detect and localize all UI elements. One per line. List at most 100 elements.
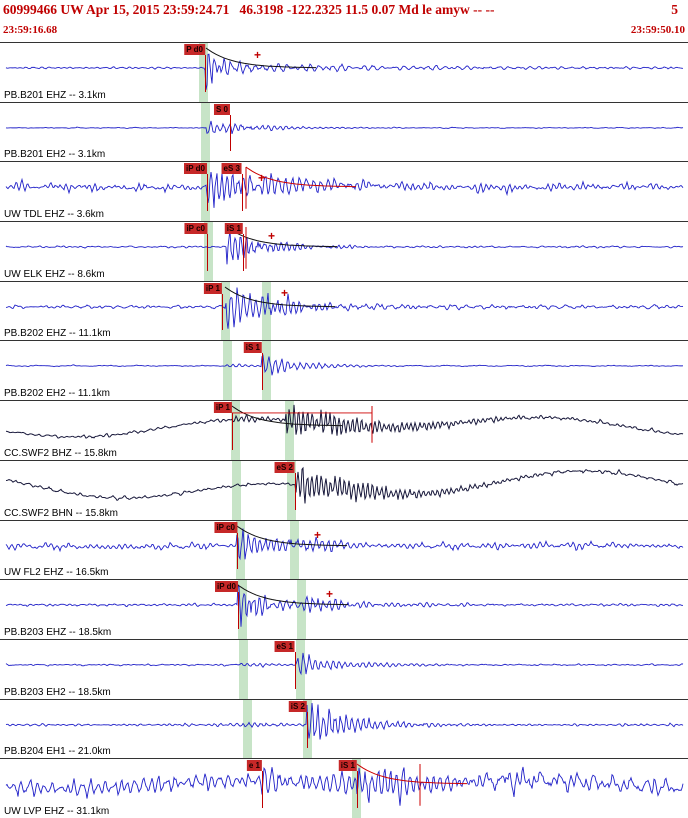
amplitude-pick-cross[interactable]: + <box>326 587 334 602</box>
predicted-window-band <box>201 162 210 222</box>
trace-label: UW TDL EHZ -- 3.6km <box>4 209 105 221</box>
pick-flag[interactable]: iS 1 <box>243 342 262 354</box>
trace-label: PB.B201 EH2 -- 3.1km <box>4 149 106 161</box>
trace-row[interactable]: UW ELK EHZ -- 8.6km iP c0 iS 1 + <box>0 222 688 282</box>
coda-decay-curve <box>245 166 356 188</box>
pick-time-line[interactable] <box>238 592 239 629</box>
trace-label: PB.B202 EH2 -- 11.1km <box>4 388 110 400</box>
pick-flag[interactable]: iS 1 <box>224 223 243 235</box>
waveform <box>5 404 684 443</box>
pick-flag[interactable]: eS 3 <box>221 163 242 175</box>
trace-label: PB.B201 EHZ -- 3.1km <box>4 89 106 101</box>
waveform-trace <box>5 53 684 90</box>
trace-label: UW FL2 EHZ -- 16.5km <box>4 567 109 579</box>
pick-time-line[interactable] <box>357 771 358 808</box>
pick-time-line[interactable] <box>295 651 296 689</box>
waveform-trace <box>5 466 684 504</box>
pick-time-line[interactable] <box>207 174 208 212</box>
trace-row[interactable]: PB.B203 EH2 -- 18.5km eS 1 <box>0 639 688 700</box>
coda-decay-curve <box>231 405 342 427</box>
pick-time-line[interactable] <box>222 293 223 331</box>
pick-flag[interactable]: eS 2 <box>274 461 295 473</box>
waveform <box>5 583 684 627</box>
pick-time-line[interactable] <box>230 114 231 152</box>
predicted-window-band <box>297 580 306 639</box>
predicted-window-band <box>285 401 294 460</box>
pick-time-line[interactable] <box>237 532 238 570</box>
pick-flag[interactable]: iP 1 <box>203 282 222 294</box>
predicted-window-band <box>221 281 230 341</box>
coda-decay-curve <box>224 286 335 307</box>
predicted-window-band <box>287 460 296 520</box>
trace-row[interactable]: UW LVP EHZ -- 31.1km e 1 iS 1 <box>0 759 688 818</box>
pick-time-line[interactable] <box>242 174 243 212</box>
pick-flag[interactable]: iP c0 <box>184 223 207 235</box>
trace-row[interactable]: CC.SWF2 BHZ -- 15.8km iP 1 <box>0 401 688 461</box>
amplitude-pick-cross[interactable]: + <box>281 285 289 300</box>
amplitude-pick-cross[interactable]: + <box>314 527 322 542</box>
waveform-trace <box>5 229 684 265</box>
predicted-window-band <box>296 639 305 699</box>
pick-time-line[interactable] <box>262 353 263 391</box>
trace-label: PB.B203 EHZ -- 18.5km <box>4 626 112 638</box>
pick-flag[interactable]: iP 1 <box>213 402 232 414</box>
waveform-trace <box>5 120 684 134</box>
trace-row[interactable]: UW FL2 EHZ -- 16.5km iP c0 + <box>0 520 688 581</box>
trace-row[interactable]: CC.SWF2 BHN -- 15.8km eS 2 <box>0 460 688 521</box>
trace-row[interactable]: PB.B201 EHZ -- 3.1km P d0 + <box>0 43 688 103</box>
window-start-time: 23:59:16.68 <box>3 24 58 36</box>
trace-label: PB.B202 EHZ -- 11.1km <box>4 328 111 340</box>
waveform <box>5 525 684 560</box>
waveform-trace <box>5 583 684 627</box>
pick-flag[interactable]: P d0 <box>184 44 205 55</box>
pick-time-line[interactable] <box>243 234 244 271</box>
pick-time-line[interactable] <box>205 55 206 92</box>
amplitude-pick-cross[interactable]: + <box>254 48 262 62</box>
trace-row[interactable]: PB.B204 EH1 -- 21.0km iS 2 <box>0 699 688 760</box>
trace-row[interactable]: PB.B201 EH2 -- 3.1km S 0 <box>0 102 688 163</box>
trace-rows: PB.B201 EHZ -- 3.1km P d0 + PB.B201 EH2 -… <box>0 42 688 818</box>
pick-time-line[interactable] <box>262 771 263 808</box>
coda-decay-curve <box>236 525 347 546</box>
predicted-window-band <box>201 102 210 162</box>
waveform <box>5 763 684 807</box>
window-end-time: 23:59:50.10 <box>630 24 685 36</box>
waveform <box>5 466 684 504</box>
pick-flag[interactable]: iP c0 <box>214 521 237 533</box>
waveform <box>5 166 684 210</box>
trace-label: UW LVP EHZ -- 31.1km <box>4 805 110 817</box>
predicted-window-band <box>223 341 232 401</box>
pick-flag[interactable]: iS 1 <box>338 760 357 772</box>
trace-row[interactable]: PB.B202 EH2 -- 11.1km iS 1 <box>0 341 688 402</box>
pick-flag[interactable]: iS 2 <box>288 700 307 712</box>
trace-row[interactable]: PB.B203 EHZ -- 18.5km iP d0 + <box>0 580 688 640</box>
predicted-window-band <box>204 222 213 281</box>
event-right-value: 5 <box>671 2 678 17</box>
pick-flag[interactable]: iP d0 <box>215 581 238 593</box>
pick-time-line[interactable] <box>232 413 233 450</box>
waveform-trace <box>5 404 684 439</box>
pick-time-line[interactable] <box>207 234 208 271</box>
waveform <box>5 702 684 740</box>
trace-row[interactable]: UW TDL EHZ -- 3.6km iP d0 eS 3 + <box>0 162 688 223</box>
coda-decay-curve <box>237 584 348 606</box>
pick-time-line[interactable] <box>295 472 296 510</box>
waveform-trace <box>5 767 684 807</box>
waveform-trace <box>5 702 684 740</box>
waveform-trace <box>5 528 684 560</box>
header: 60999466 UW Apr 15, 2015 23:59:24.71 46.… <box>0 0 688 42</box>
trace-label: PB.B203 EH2 -- 18.5km <box>4 686 111 698</box>
predicted-window-band <box>199 43 208 102</box>
pick-flag[interactable]: iP d0 <box>184 163 207 175</box>
amplitude-pick-cross[interactable]: + <box>268 229 276 244</box>
predicted-window-band <box>243 699 252 759</box>
pick-time-line[interactable] <box>307 711 308 749</box>
pick-flag[interactable]: e 1 <box>246 760 262 772</box>
trace-label: PB.B204 EH1 -- 21.0km <box>4 746 111 758</box>
predicted-window-band <box>231 401 240 460</box>
waveform-trace <box>5 354 684 376</box>
trace-row[interactable]: PB.B202 EHZ -- 11.1km iP 1 + <box>0 281 688 342</box>
pick-flag[interactable]: S 0 <box>213 103 230 115</box>
amplitude-pick-cross[interactable]: + <box>258 171 266 186</box>
pick-flag[interactable]: eS 1 <box>274 640 295 652</box>
